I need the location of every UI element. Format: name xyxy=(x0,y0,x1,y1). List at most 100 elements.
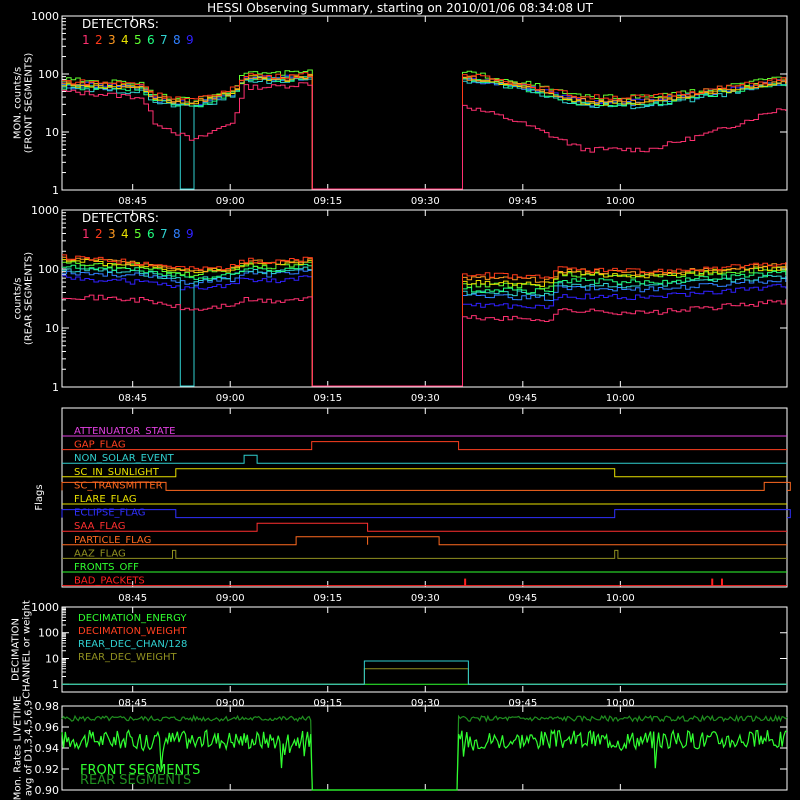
flag-label: ATTENUATOR_STATE xyxy=(74,426,175,437)
dec-ylabel: DECIMATION CHANNEL or weight xyxy=(11,600,33,699)
live-y-tick-label: 0.90 xyxy=(35,784,60,797)
front-x-tick-label: 09:15 xyxy=(313,196,342,207)
flag-line xyxy=(62,454,787,464)
dec-legend-label: DECIMATION_ENERGY xyxy=(78,613,187,624)
front-legend-number: 9 xyxy=(186,33,194,47)
flag-label: BAD_PACKETS xyxy=(74,576,145,587)
live-legend-label: REAR SEGMENTS xyxy=(80,773,191,788)
front-legend-title: DETECTORS: xyxy=(82,17,159,31)
live-y-tick-label: 0.96 xyxy=(35,721,60,734)
live-y-tick-label: 0.92 xyxy=(35,763,60,776)
front-x-tick-label: 10:00 xyxy=(606,196,635,207)
front-segments-panel: DETECTORS: 1 10 100 1000 08:45 09:00 09:15 09:3… xyxy=(13,10,788,207)
dec-ylabel-line: DECIMATION xyxy=(11,618,22,681)
dec-y-tick-label: 1 xyxy=(52,678,59,691)
rear-x-tick-label: 09:45 xyxy=(508,393,537,404)
rear-x-tick-label: 09:00 xyxy=(216,393,245,404)
flag-line xyxy=(62,549,787,559)
rear-y-tick-label: 10 xyxy=(45,322,59,335)
front-y-tick-label: 10 xyxy=(45,126,59,139)
live-series-line xyxy=(61,729,788,791)
flag-line xyxy=(62,536,787,546)
rear-legend-number: 9 xyxy=(186,227,194,241)
flag-line xyxy=(61,509,791,519)
front-legend-number: 7 xyxy=(160,33,168,47)
rear-legend-number: 6 xyxy=(147,227,155,241)
live-ylabel-line: avg of D1,3,4,5,6,9 xyxy=(24,700,35,796)
rear-x-tick-label: 09:30 xyxy=(411,393,440,404)
rear-legend-number: 8 xyxy=(173,227,181,241)
dec-x-tick-label: 10:00 xyxy=(606,698,635,709)
dec-y-tick-label: 10 xyxy=(45,652,59,665)
rear-x-tick-label: 09:15 xyxy=(313,393,342,404)
front-legend-number: 6 xyxy=(147,33,155,47)
front-y-tick-label: 100 xyxy=(38,68,59,81)
flag-label: ECLIPSE_FLAG xyxy=(74,508,145,519)
rear-ylabel-line: (REAR SEGMENTS) xyxy=(24,252,35,345)
dec-series-rear-chan xyxy=(62,660,787,685)
front-x-tick-label: 08:45 xyxy=(118,196,147,207)
front-legend-number: 8 xyxy=(173,33,181,47)
rear-legend-number: 7 xyxy=(160,227,168,241)
front-series-line-det1 xyxy=(62,82,787,190)
front-y-tick-label: 1 xyxy=(52,184,59,197)
flags-frame xyxy=(61,407,788,588)
flags-x-tick-label: 09:00 xyxy=(216,593,245,604)
flag-label: GAP_FLAG xyxy=(74,440,126,451)
dec-y-tick-label: 1000 xyxy=(31,601,59,614)
flag-line xyxy=(61,481,791,491)
flags-x-tick-label: 09:15 xyxy=(313,593,342,604)
live-ylabel-line: Mon. Rates LIVETIME xyxy=(13,696,24,800)
dec-legend-label: REAR_DEC_WEIGHT xyxy=(78,652,177,663)
flag-line xyxy=(62,468,787,478)
live-y-tick-label: 0.94 xyxy=(35,742,60,755)
rear-series-line-det5 xyxy=(62,260,787,387)
front-x-tick-label: 09:30 xyxy=(411,196,440,207)
front-ylabel: MON. counts/s (FRONT SEGMENTS) xyxy=(13,53,35,154)
front-ylabel-line: MON. counts/s xyxy=(13,67,24,139)
dec-x-tick-label: 09:00 xyxy=(216,698,245,709)
flag-label: SC_TRANSMITTER xyxy=(74,480,163,491)
rear-ylabel: counts/s (REAR SEGMENTS) xyxy=(13,252,35,345)
flags-ylabel-line: Flags xyxy=(34,484,45,510)
rear-legend-number: 1 xyxy=(82,227,90,241)
flag-label: NON_SOLAR_EVENT xyxy=(74,453,175,464)
front-ylabel-line: (FRONT SEGMENTS) xyxy=(24,53,35,154)
flags-x-tick-label: 10:00 xyxy=(606,593,635,604)
dec-legend-label: DECIMATION_WEIGHT xyxy=(78,626,187,637)
dec-x-tick-label: 08:45 xyxy=(118,698,147,709)
rear-legend-title: DETECTORS: xyxy=(82,211,159,225)
live-legend-label: FRONT SEGMENTS xyxy=(80,763,200,778)
rear-x-tick-label: 10:00 xyxy=(606,393,635,404)
front-x-tick-label: 09:00 xyxy=(216,196,245,207)
front-x-tick-label: 09:45 xyxy=(508,196,537,207)
front-legend-number: 2 xyxy=(95,33,103,47)
front-legend-number: 1 xyxy=(82,33,90,47)
rear-legend-number: 2 xyxy=(95,227,103,241)
dec-legend-label: REAR_DEC_CHAN/128 xyxy=(78,639,187,650)
flag-label: SAA_FLAG xyxy=(74,521,125,532)
rear-legend-number: 4 xyxy=(121,227,129,241)
dec-x-tick-label: 09:30 xyxy=(411,698,440,709)
flags-x-tick-label: 09:45 xyxy=(508,593,537,604)
dec-x-tick-label: 09:45 xyxy=(508,698,537,709)
flags-x-tick-label: 08:45 xyxy=(118,593,147,604)
dec-y-tick-label: 100 xyxy=(38,627,59,640)
live-ylabel: Mon. Rates LIVETIME avg of D1,3,4,5,6,9 xyxy=(13,696,35,800)
livetime-panel: Mon. Rates LIVETIME avg of D1,3,4,5,6,9 0.… xyxy=(13,696,788,800)
dec-x-tick-label: 09:15 xyxy=(313,698,342,709)
decimation-panel: 1 10 100 1000 08:45 09:00 09:15 09:30 09:45 10:00… xyxy=(11,600,788,709)
flag-label: AAZ_FLAG xyxy=(74,548,126,559)
dec-ylabel-line: CHANNEL or weight xyxy=(22,600,33,699)
rear-y-tick-label: 1 xyxy=(52,381,59,394)
flag-line xyxy=(62,522,787,532)
rear-segments-panel: DETECTORS: 1 10 100 1000 08:45 09:00 09:15 09:3… xyxy=(13,204,788,404)
front-legend-number: 5 xyxy=(134,33,142,47)
flag-label: FRONTS_OFF xyxy=(74,562,139,573)
rear-legend-number: 3 xyxy=(108,227,116,241)
rear-x-tick-label: 08:45 xyxy=(118,393,147,404)
front-y-tick-label: 1000 xyxy=(31,10,59,23)
rear-series-line-det1 xyxy=(62,294,787,387)
